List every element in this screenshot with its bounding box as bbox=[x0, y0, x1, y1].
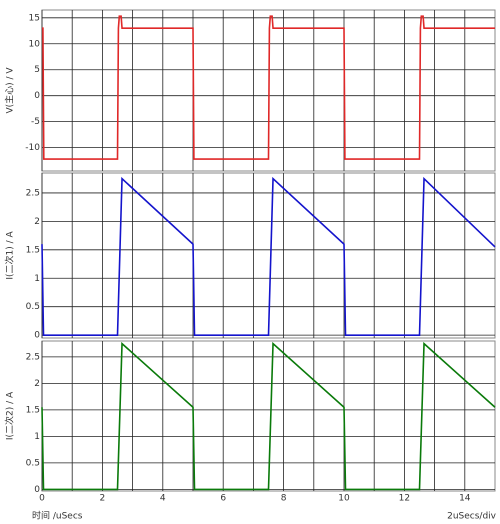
y-axis-label: I(二次2) / A bbox=[4, 391, 16, 440]
y-axis-label: I(二次1) / A bbox=[4, 231, 16, 280]
x-tick-label: 14 bbox=[459, 494, 471, 504]
x-tick-label: 4 bbox=[160, 494, 166, 504]
y-axis-label: V(主心) / V bbox=[4, 67, 16, 114]
y-tick-label: 0.5 bbox=[26, 458, 40, 468]
y-tick-label: 2.5 bbox=[26, 352, 40, 362]
y-tick-label: -5 bbox=[31, 117, 40, 127]
x-tick-label: 8 bbox=[281, 494, 287, 504]
x-tick-label: 10 bbox=[338, 494, 350, 504]
data-line bbox=[42, 15, 495, 160]
x-axis-label: 时间 /uSecs bbox=[32, 510, 83, 522]
data-line bbox=[41, 341, 496, 491]
y-tick-label: 0 bbox=[34, 331, 40, 341]
y-tick-label: 0 bbox=[34, 485, 40, 495]
y-tick-label: 2 bbox=[34, 217, 40, 227]
x-tick-label: 12 bbox=[399, 494, 410, 504]
scale-note: 2uSecs/div bbox=[447, 512, 497, 522]
y-tick-label: 2 bbox=[34, 379, 40, 389]
y-tick-label: 1 bbox=[34, 274, 40, 284]
y-tick-label: 5 bbox=[34, 65, 40, 75]
y-tick-label: -10 bbox=[25, 143, 40, 153]
y-tick-label: 1.5 bbox=[26, 405, 40, 415]
y-tick-label: 15 bbox=[29, 13, 40, 23]
y-tick-label: 0 bbox=[34, 91, 40, 101]
y-tick-label: 2.5 bbox=[26, 188, 40, 198]
x-tick-label: 2 bbox=[100, 494, 106, 504]
y-tick-label: 1 bbox=[34, 432, 40, 442]
data-line bbox=[41, 176, 496, 336]
x-tick-label: 6 bbox=[220, 494, 226, 504]
y-tick-label: 0.5 bbox=[26, 302, 40, 312]
x-tick-label: 0 bbox=[39, 494, 45, 504]
y-tick-label: 1.5 bbox=[26, 245, 40, 255]
y-tick-label: 10 bbox=[29, 39, 41, 49]
